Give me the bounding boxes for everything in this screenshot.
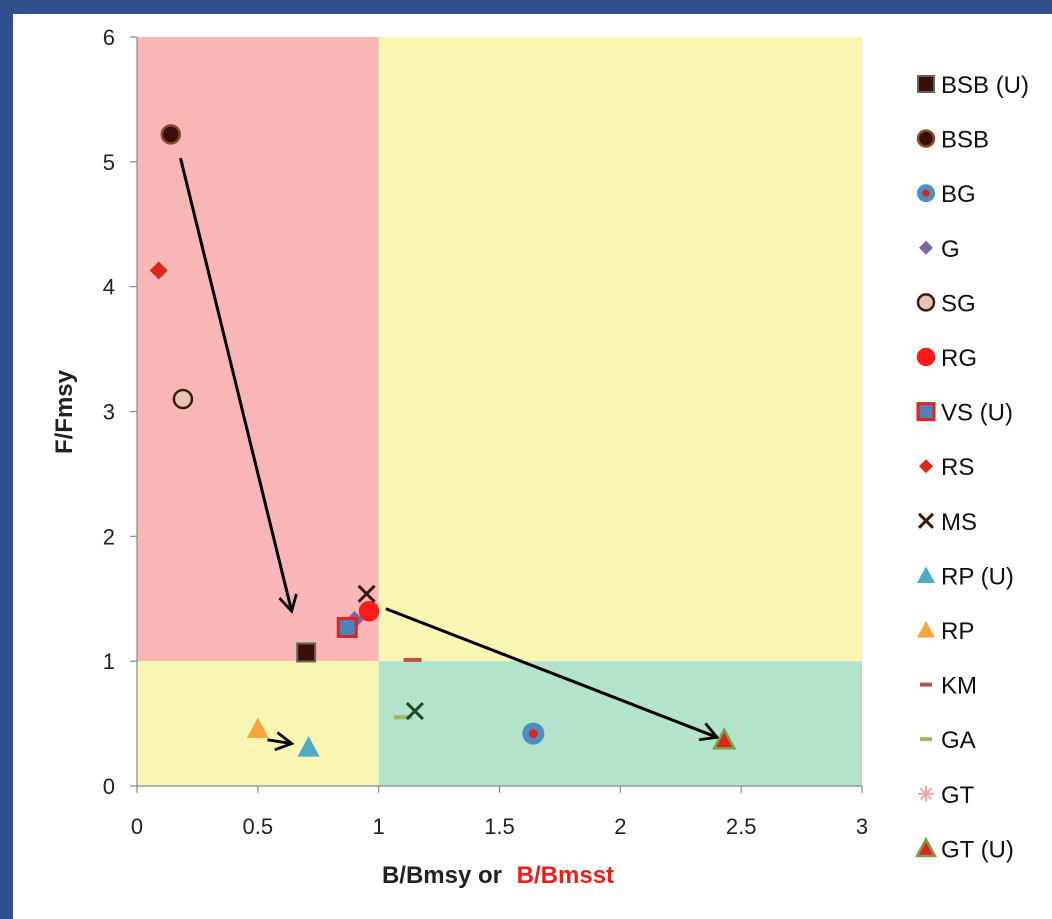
status-regions <box>137 37 862 786</box>
point-rs <box>149 261 168 280</box>
trend-arrow-2 <box>267 731 295 752</box>
legend-marker-gt <box>918 785 934 802</box>
legend-label-rp-u: RP (U) <box>941 563 1014 590</box>
legend-marker-rs <box>919 459 933 474</box>
trend-arrow-1 <box>385 607 720 742</box>
point-ga <box>393 715 412 720</box>
point-rp-u <box>297 736 320 757</box>
legend-marker-ga <box>920 737 932 742</box>
data-points <box>149 124 737 757</box>
point-ms <box>357 584 376 603</box>
point-km <box>403 657 422 662</box>
y-tick-label: 3 <box>103 400 115 425</box>
slide-top-band <box>0 0 1052 14</box>
legend-marker-bg-center <box>922 189 930 197</box>
x-tick-label: 2 <box>614 814 626 839</box>
region-1 <box>378 37 862 662</box>
legend-label-gt: GT <box>941 782 975 809</box>
axes: 0 1 2 3 4 5 6 0 0.5 1 1.5 2 2.5 3 <box>103 25 868 839</box>
legend-marker-sg <box>916 293 936 312</box>
legend-label-km: KM <box>941 673 977 700</box>
y-tick-label: 1 <box>103 649 115 674</box>
y-tick-label: 5 <box>103 150 115 175</box>
point-sg <box>172 388 194 410</box>
legend-marker-rp <box>917 621 935 638</box>
x-tick-label: 0.5 <box>243 814 274 839</box>
legend-label-bsb: BSB <box>941 127 989 154</box>
x-axis-title-main: B/Bmsy or <box>382 862 502 889</box>
trend-arrows <box>179 157 720 752</box>
y-axis-title: F/Fmsy <box>51 369 78 454</box>
legend-label-g: G <box>941 236 960 263</box>
x-axis-title: B/Bmsy or B/Bmsst <box>382 862 614 889</box>
point-gt-u <box>712 727 737 750</box>
legend-marker-rg <box>916 347 936 367</box>
legend-label-rs: RS <box>941 454 974 481</box>
point-vs-u <box>336 616 358 638</box>
legend-marker-bsb <box>916 129 936 148</box>
x-tick-label: 1.5 <box>484 814 515 839</box>
legend-label-gt-u: GT (U) <box>941 836 1014 863</box>
legend-marker-bsb-u <box>917 75 935 93</box>
legend-label-ms: MS <box>941 509 977 536</box>
point-unlabeled <box>405 702 424 721</box>
legend-marker-gt-u <box>914 836 938 858</box>
slide-left-band <box>0 0 13 919</box>
point-bsb <box>160 124 182 145</box>
legend-label-ga: GA <box>941 727 976 754</box>
point-bg-center <box>528 729 538 739</box>
legend: BSB (U) BSB BG G SG RG VS (U) RS MS RP (U) RP KM GA G… <box>914 72 1029 863</box>
x-tick-label: 3 <box>856 814 868 839</box>
x-tick-label: 2.5 <box>726 814 757 839</box>
legend-marker-g <box>919 240 933 255</box>
trend-arrow-0 <box>179 157 298 615</box>
legend-marker-ms <box>917 512 935 529</box>
legend-label-bsb-u: BSB (U) <box>941 72 1029 99</box>
region-3 <box>378 661 862 786</box>
y-tick-label: 0 <box>103 774 115 799</box>
y-tick-label: 6 <box>103 25 115 50</box>
legend-label-vs-u: VS (U) <box>941 400 1013 427</box>
point-rp <box>246 717 269 738</box>
legend-marker-vs-u <box>916 402 936 422</box>
x-tick-label: 1 <box>373 814 385 839</box>
legend-label-rp: RP <box>941 618 974 645</box>
point-bsb-u <box>296 642 317 663</box>
legend-label-rg: RG <box>941 345 977 372</box>
point-rg <box>358 600 380 622</box>
x-tick-label: 0 <box>131 814 143 839</box>
legend-label-bg: BG <box>941 181 976 208</box>
x-axis-title-highlight: B/Bmsst <box>517 862 614 889</box>
y-tick-label: 2 <box>103 524 115 549</box>
legend-marker-rp-u <box>917 566 935 584</box>
legend-label-sg: SG <box>941 290 976 317</box>
legend-marker-km <box>920 682 932 687</box>
y-tick-label: 4 <box>103 275 115 300</box>
